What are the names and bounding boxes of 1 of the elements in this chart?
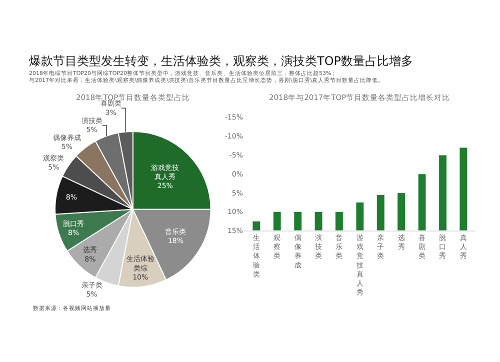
text: 爆款节目类型发生转变，生活体验类，观察类，演技类TOP数量占比增多 xyxy=(29,54,414,68)
